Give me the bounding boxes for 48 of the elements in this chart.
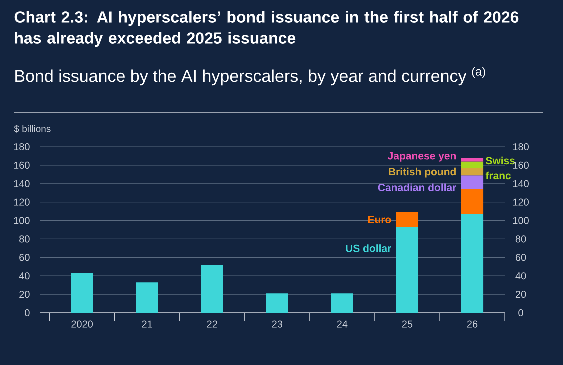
- bar: [461, 162, 484, 168]
- y-tick-label: 100: [14, 217, 30, 224]
- bar: [396, 227, 419, 313]
- y2-tick-label: 140: [513, 180, 529, 188]
- y2-tick-label: 160: [513, 162, 529, 169]
- bar: [461, 176, 484, 190]
- bar: [331, 294, 354, 313]
- y2-tick-label: 100: [513, 217, 529, 224]
- x-tick-label: 24: [337, 320, 348, 328]
- y-tick-label: 60: [20, 254, 30, 262]
- x-tick-label: 25: [402, 320, 413, 328]
- y2-tick-label: 60: [516, 254, 526, 262]
- y-tick-label: 40: [19, 272, 30, 280]
- series-label: US dollar: [346, 244, 392, 252]
- y-tick-label: 140: [14, 180, 30, 188]
- y-tick-label: 180: [14, 143, 30, 151]
- bar: [136, 282, 158, 313]
- y2-tick-label: 0: [518, 309, 524, 317]
- bar: [461, 168, 484, 176]
- y2-tick-label: 120: [513, 198, 529, 206]
- y-tick-label: 20: [20, 291, 30, 298]
- chart-title: Chart 2.3: AI hyperscalers’ bond issuance in the first half of 2026 has already exceeded 2025 issuance: [14, 11, 519, 48]
- y2-tick-label: 20: [516, 291, 526, 298]
- series-label: British pound: [389, 168, 456, 178]
- chart-subtitle: Bond issuance by the AI hyperscalers, by year and currency $^{(a)}$: [16, 67, 486, 86]
- x-tick-label: 23: [272, 320, 283, 328]
- y2-tick-label: 80: [516, 236, 526, 243]
- bar: [396, 212, 419, 228]
- x-tick-label: 2020: [72, 320, 94, 328]
- series-label: Canadian dollar: [378, 184, 457, 192]
- bar: [461, 214, 484, 313]
- y-tick-label: 120: [14, 198, 30, 206]
- x-tick-label: 26: [467, 320, 478, 328]
- bar: [71, 273, 94, 313]
- y-axis-title: $ billions: [14, 125, 51, 133]
- bar: [461, 189, 484, 214]
- y-tick-label: 0: [25, 309, 30, 317]
- bar: [266, 294, 288, 313]
- y2-tick-label: 180: [513, 143, 529, 151]
- bar: [201, 265, 224, 313]
- y2-tick-label: 40: [516, 272, 526, 280]
- series-label: Japanese yen: [388, 152, 456, 162]
- series-label: Euro: [368, 216, 392, 224]
- x-tick-label: 21: [142, 320, 152, 328]
- y-tick-label: 160: [14, 162, 30, 169]
- y-tick-label: 80: [20, 236, 30, 243]
- bar: [461, 158, 484, 162]
- x-tick-label: 22: [207, 320, 218, 328]
